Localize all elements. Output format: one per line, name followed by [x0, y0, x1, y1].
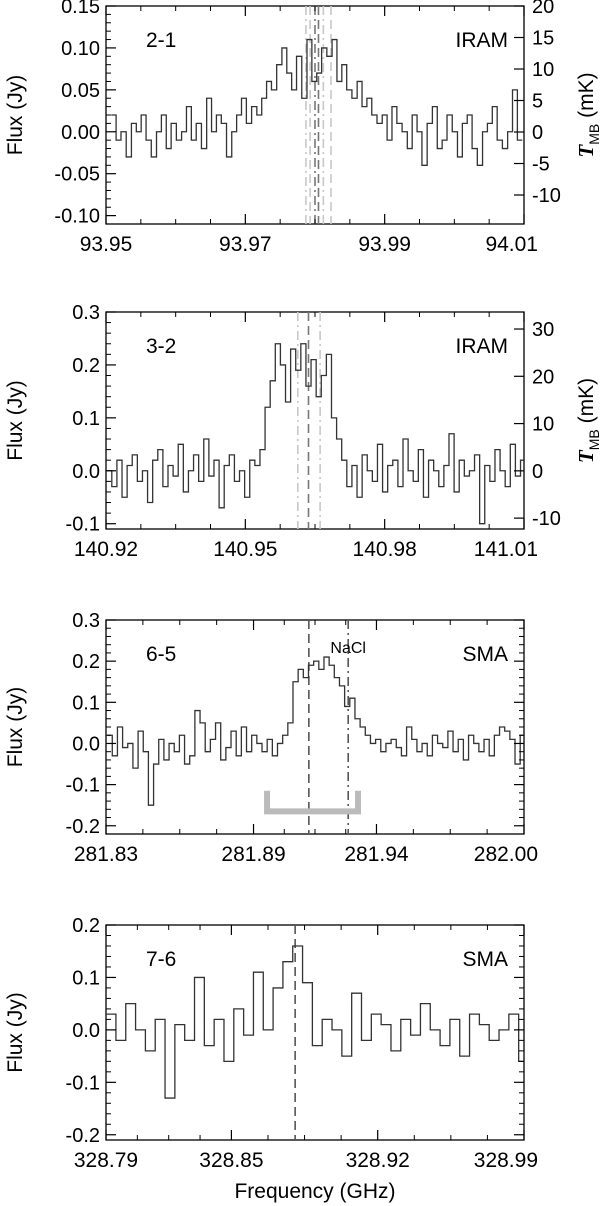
- panel-6-5: NaCl 281.83 281.89 281.94 282.00 -0.2 -0.1 0.0 0…: [4, 610, 538, 866]
- y-tick-label: 0.15: [61, 0, 100, 18]
- y2-axis-label-unit: (mK): [575, 72, 598, 123]
- x-tick-label: 281.89: [221, 843, 285, 866]
- y-tick-label: -0.1: [66, 775, 100, 797]
- y-tick-label: 0.3: [72, 610, 100, 632]
- telescope-label: SMA: [462, 948, 508, 971]
- y2-axis-label-unit: (mK): [575, 378, 598, 429]
- y-axis-label: Flux (Jy): [4, 380, 27, 461]
- transition-label: 2-1: [146, 29, 176, 52]
- y2-tick-label: 20: [532, 366, 554, 388]
- y2-tick-label: 10: [532, 414, 554, 436]
- spectrum-bins: [111, 40, 522, 166]
- x-tick-label: 93.99: [358, 233, 411, 256]
- x-tick-label: 328.85: [199, 1149, 263, 1172]
- transition-label: 3-2: [146, 335, 176, 358]
- y2-tick-label: -10: [532, 508, 561, 530]
- spectrum-bins: [107, 657, 525, 805]
- x-tick-label: 282.00: [474, 843, 538, 866]
- y-tick-label: -0.05: [54, 164, 100, 186]
- telescope-label: IRAM: [456, 335, 509, 358]
- y2-axis-label: TMB (mK): [574, 72, 600, 157]
- y-tick-label: 0.10: [61, 38, 100, 60]
- x-tick-label: 328.79: [74, 1149, 138, 1172]
- telescope-label: IRAM: [456, 29, 509, 52]
- integration-bracket: [264, 790, 362, 815]
- x-tick-label: 328.99: [474, 1149, 538, 1172]
- y2-tick-label: -5: [532, 154, 550, 176]
- x-tick-label: 141.01: [474, 538, 538, 561]
- y-tick-label: -0.2: [66, 816, 100, 838]
- y-axis-label: Flux (Jy): [4, 75, 27, 156]
- spectrum-series: [107, 656, 524, 806]
- y2-tick-label: 0: [532, 461, 543, 483]
- x-tick-label: 140.95: [213, 538, 277, 561]
- y2-tick-label: -10: [532, 185, 561, 207]
- y2-axis-label-main: T: [574, 144, 598, 158]
- y-axis-label: Flux (Jy): [4, 687, 27, 768]
- x-tick-label: 328.92: [346, 1149, 410, 1172]
- y2-tick-label: 15: [532, 28, 554, 50]
- y-tick-label: 0.1: [72, 692, 100, 714]
- x-tick-label: 140.92: [74, 538, 138, 561]
- y-tick-label: 0.2: [72, 915, 100, 937]
- y2-tick-label: 20: [532, 0, 554, 18]
- y2-axis-label-main: T: [574, 449, 598, 463]
- x-tick-label: 281.94: [344, 843, 409, 866]
- y-tick-label: 0.00: [61, 122, 100, 144]
- marker-label: NaCl: [330, 640, 366, 657]
- y-tick-label: 0.0: [72, 733, 100, 755]
- plot-frame: [105, 924, 525, 1141]
- x-tick-label: 94.01: [485, 233, 538, 256]
- panel-2-1: 93.95 93.97 93.99 94.01 -0.10 -0.05 0.00 0.05 0.…: [4, 0, 600, 256]
- y2-tick-label: 10: [532, 59, 554, 81]
- y-tick-label: 0.1: [72, 408, 100, 430]
- y-tick-label: 0.3: [72, 302, 100, 324]
- x-tick-label: 93.95: [80, 233, 133, 256]
- x-tick-label: 93.97: [219, 233, 272, 256]
- y-tick-label: -0.1: [66, 1072, 100, 1094]
- y-tick-label: 0.2: [72, 651, 100, 673]
- spectrum-series: [111, 38, 523, 166]
- x-axis-label: Frequency (GHz): [234, 1180, 395, 1203]
- y-tick-label: 0.05: [61, 80, 100, 102]
- transition-label: 7-6: [146, 948, 176, 971]
- y2-axis-label-sub: MB: [586, 124, 600, 145]
- y2-axis-label-sub: MB: [586, 429, 600, 450]
- spectrum-series: [106, 945, 524, 1099]
- y-tick-label: 0.1: [72, 967, 100, 989]
- y2-tick-label: 0: [532, 122, 543, 144]
- panel-3-2: 140.92 140.95 140.98 141.01 -0.1 0.0 0.1 0.2 0.3…: [4, 302, 600, 561]
- spectrum-series: [106, 343, 524, 525]
- y2-tick-label: 5: [532, 91, 543, 113]
- x-tick-label: 281.83: [74, 843, 138, 866]
- y-axis-label: Flux (Jy): [4, 992, 27, 1073]
- y-tick-label: -0.2: [66, 1125, 100, 1147]
- y2-tick-label: 30: [532, 319, 554, 341]
- panel-7-6: 328.79 328.85 328.92 328.99 -0.2 -0.1 0.0 0.1 0.…: [4, 915, 538, 1172]
- y-tick-label: 0.0: [72, 1020, 100, 1042]
- y-tick-label: -0.10: [54, 206, 100, 228]
- transition-label: 6-5: [146, 643, 176, 666]
- y2-axis-label: TMB (mK): [574, 378, 600, 463]
- y-tick-label: -0.1: [66, 514, 100, 536]
- y-tick-label: 0.0: [72, 461, 100, 483]
- y-tick-label: 0.2: [72, 355, 100, 377]
- x-tick-label: 140.98: [353, 538, 417, 561]
- telescope-label: SMA: [462, 643, 508, 666]
